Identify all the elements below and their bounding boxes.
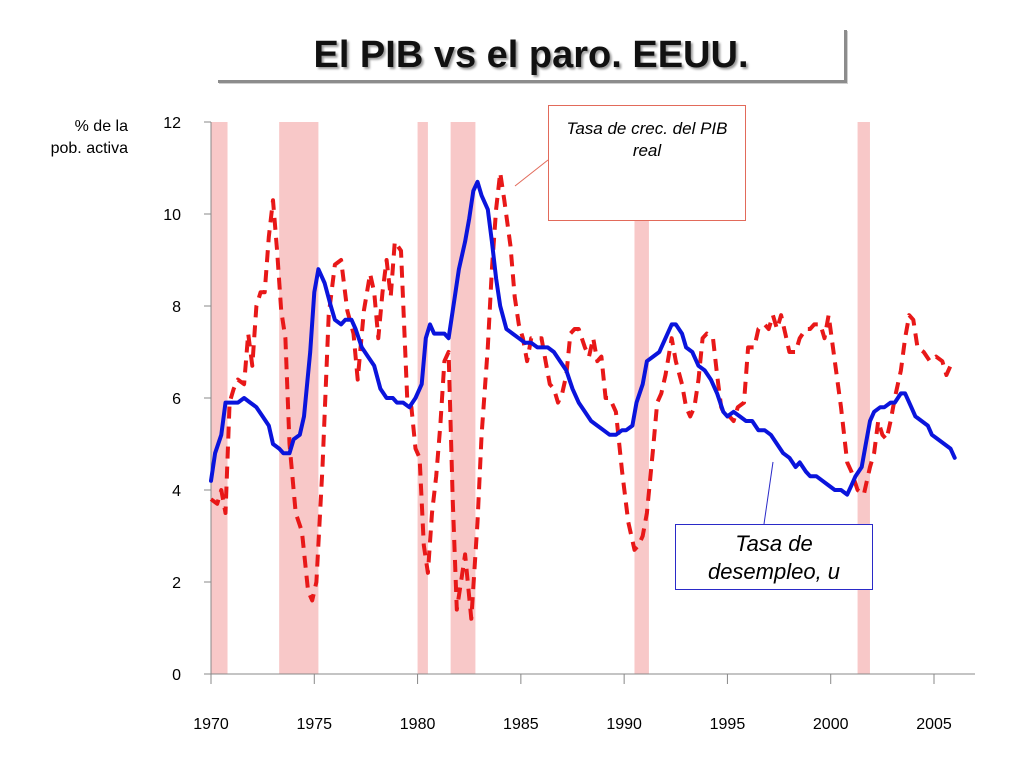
x-tick-label: 1985 <box>503 716 539 733</box>
x-tick-label: 2000 <box>813 716 849 733</box>
x-tick-label: 1980 <box>400 716 436 733</box>
recession-band <box>634 122 649 674</box>
recession-band <box>211 122 228 674</box>
gdp-growth-line <box>209 170 955 621</box>
x-tick-label: 2005 <box>916 716 952 733</box>
unemployment-callout: Tasa de desempleo, u <box>675 524 873 590</box>
x-tick-label: 1990 <box>606 716 642 733</box>
y-tick-label: 4 <box>172 483 181 500</box>
x-ticks: 1970 1975 1980 1985 1990 1995 2000 2005 <box>193 674 952 733</box>
y-ticks: 0 2 4 6 8 10 12 <box>163 115 211 684</box>
gdp-callout: Tasa de crec. del PIB real <box>548 105 746 221</box>
recession-band <box>279 122 319 674</box>
y-tick-label: 2 <box>172 575 181 592</box>
gdp-callout-label: Tasa de crec. del PIB real <box>566 119 728 160</box>
y-axis-label: % de la pob. activa <box>50 118 128 157</box>
y-tick-label: 10 <box>163 207 181 224</box>
unemployment-callout-label: Tasa de desempleo, u <box>707 531 841 584</box>
x-tick-label: 1970 <box>193 716 229 733</box>
series-lines <box>209 170 957 621</box>
title-box: El PIB vs el paro. EEUU. <box>218 30 847 83</box>
u-callout-pointer <box>763 461 774 525</box>
x-tick-label: 1995 <box>710 716 746 733</box>
x-tick-label: 1975 <box>296 716 332 733</box>
y-tick-label: 0 <box>172 667 181 684</box>
chart-title: El PIB vs el paro. EEUU. <box>313 34 749 76</box>
y-tick-label: 12 <box>163 115 181 132</box>
unemployment-line <box>209 179 957 497</box>
gdp-callout-pointer <box>514 159 549 187</box>
recession-band <box>417 122 428 674</box>
recession-bands <box>211 122 870 674</box>
y-tick-label: 8 <box>172 299 181 316</box>
recession-band <box>857 122 870 674</box>
y-tick-label: 6 <box>172 391 181 408</box>
